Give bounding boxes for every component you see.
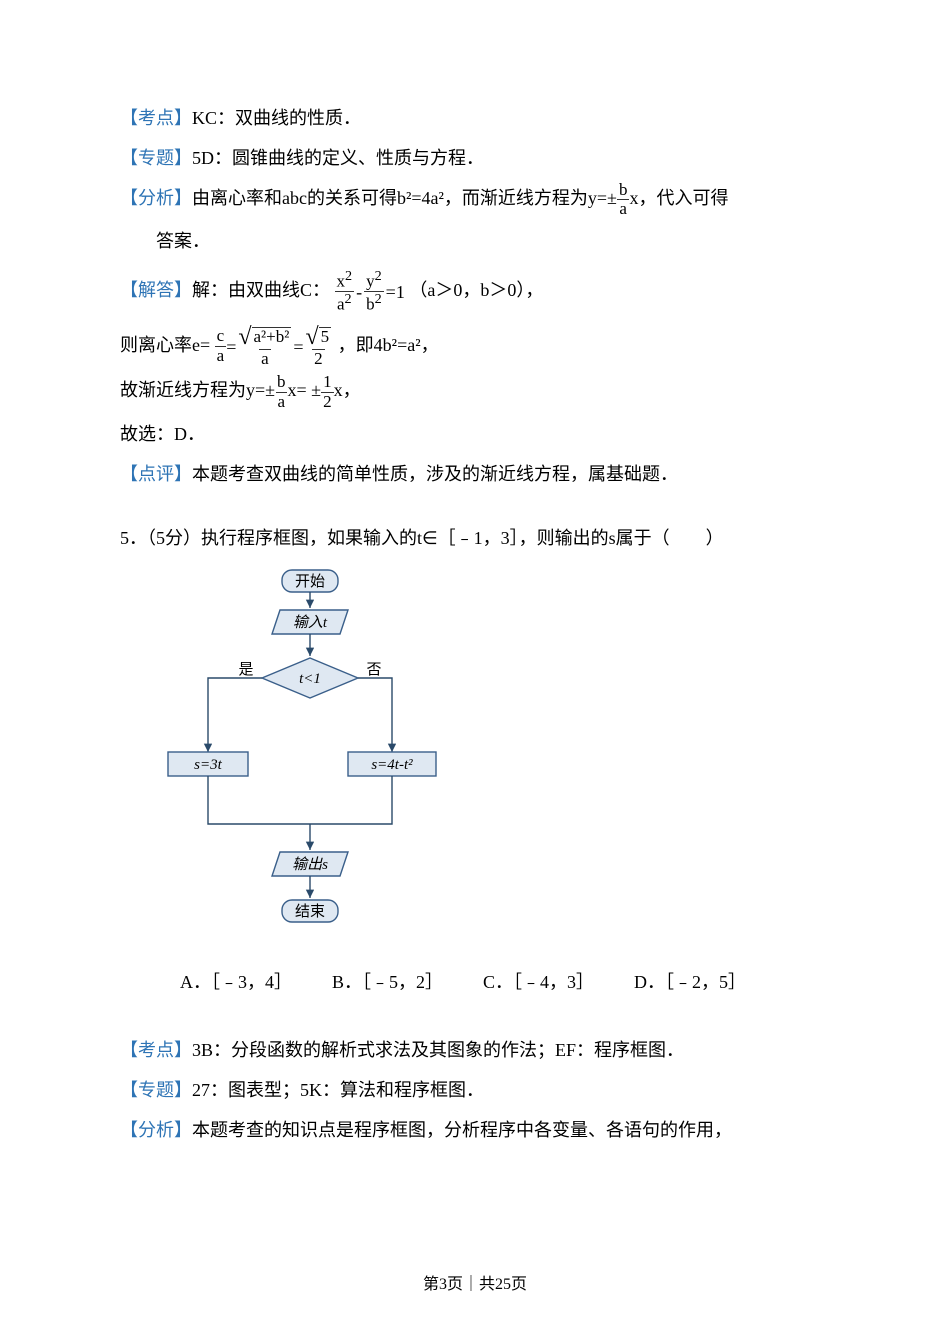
conclusion: 故选：D． xyxy=(120,416,840,452)
option-d: D．［﹣2，5］ xyxy=(634,964,746,1000)
jieda-pre: 解：由双曲线C： xyxy=(192,280,330,300)
dianping-text: 本题考查双曲线的简单性质，涉及的渐近线方程，属基础题． xyxy=(192,464,678,484)
jieda-post: （a＞0，b＞0）， xyxy=(409,280,543,300)
svg-text:输出s: 输出s xyxy=(292,856,328,873)
kaodian-1: 【考点】KC：双曲线的性质． xyxy=(120,100,840,136)
frac-one-half: 12 xyxy=(321,373,334,411)
svg-text:s=4t-t²: s=4t-t² xyxy=(371,757,413,773)
footer-page: 第3页 xyxy=(423,1276,463,1293)
asymptote-line: 故渐近线方程为y=±bax= ±12x， xyxy=(120,372,840,411)
q5-zhuanti-label: 【专题】 xyxy=(120,1080,192,1100)
q5-fenxi-text: 本题考查的知识点是程序框图，分析程序中各变量、各语句的作用， xyxy=(192,1120,732,1140)
fenxi-label: 【分析】 xyxy=(120,188,192,208)
eccentricity-formula: ca = √a²+b²a = √52 xyxy=(215,325,334,369)
fenxi-post: x，代入可得 xyxy=(629,188,728,208)
fenxi-pre: 由离心率和abc的关系可得b²=4a²，而渐近线方程为y=± xyxy=(192,188,617,208)
dianping-label: 【点评】 xyxy=(120,464,192,484)
q5-fenxi: 【分析】本题考查的知识点是程序框图，分析程序中各变量、各语句的作用， xyxy=(120,1112,840,1148)
option-c: C．［﹣4，3］ xyxy=(483,964,594,1000)
page-content: 【考点】KC：双曲线的性质． 【专题】5D：圆锥曲线的定义、性质与方程． 【分析… xyxy=(0,0,950,1212)
q5-kaodian-label: 【考点】 xyxy=(120,1040,192,1060)
zhuanti-1: 【专题】5D：圆锥曲线的定义、性质与方程． xyxy=(120,140,840,176)
kaodian-label: 【考点】 xyxy=(120,108,192,128)
option-a: A．［﹣3，4］ xyxy=(180,964,292,1000)
flowchart-svg: 开始输入t t<1 是 否 s=3t s=4t-t² 输出s 结束 xyxy=(160,564,440,944)
svg-text:结束: 结束 xyxy=(295,903,325,920)
flowchart: 开始输入t t<1 是 否 s=3t s=4t-t² 输出s 结束 xyxy=(120,564,840,956)
hyperbola-eq: x2a2 - y2b2 =1 xyxy=(335,269,405,315)
q5-kaodian: 【考点】3B：分段函数的解析式求法及其图象的作法；EF：程序框图． xyxy=(120,1032,840,1068)
frac-b-over-a: ba xyxy=(617,181,630,219)
svg-text:是: 是 xyxy=(238,662,253,678)
svg-text:s=3t: s=3t xyxy=(194,757,222,773)
options-row: A．［﹣3，4］ B．［﹣5，2］ C．［﹣4，3］ D．［﹣2，5］ xyxy=(120,964,840,1000)
zhuanti-label: 【专题】 xyxy=(120,148,192,168)
frac-b-over-a-2: ba xyxy=(275,373,288,411)
q5-zhuanti-text: 27：图表型；5K：算法和程序框图． xyxy=(192,1080,484,1100)
kaodian-text: KC：双曲线的性质． xyxy=(192,108,361,128)
q5-zhuanti: 【专题】27：图表型；5K：算法和程序框图． xyxy=(120,1072,840,1108)
fenxi-cont: 答案． xyxy=(120,223,840,259)
page-footer: 第3页｜共25页 xyxy=(0,1270,950,1294)
option-b: B．［﹣5，2］ xyxy=(332,964,443,1000)
q5-fenxi-label: 【分析】 xyxy=(120,1120,192,1140)
dianping-1: 【点评】本题考查双曲线的简单性质，涉及的渐近线方程，属基础题． xyxy=(120,456,840,492)
svg-text:输入t: 输入t xyxy=(293,614,328,631)
footer-total: 共25页 xyxy=(479,1276,527,1293)
footer-sep: ｜ xyxy=(463,1276,479,1293)
eccentricity-line: 则离心率e= ca = √a²+b²a = √52 ，即4b²=a²， xyxy=(120,325,840,369)
question-5: 5．（5分）执行程序框图，如果输入的t∈［﹣1，3］，则输出的s属于（ ） xyxy=(120,520,840,556)
zhuanti-text: 5D：圆锥曲线的定义、性质与方程． xyxy=(192,148,484,168)
svg-text:t<1: t<1 xyxy=(299,671,321,687)
svg-text:否: 否 xyxy=(366,662,381,678)
svg-text:开始: 开始 xyxy=(295,573,325,590)
jieda-label: 【解答】 xyxy=(120,280,192,300)
fenxi-1: 【分析】由离心率和abc的关系可得b²=4a²，而渐近线方程为y=±bax，代入… xyxy=(120,180,840,219)
jieda-1: 【解答】解：由双曲线C： x2a2 - y2b2 =1 （a＞0，b＞0）， xyxy=(120,269,840,315)
q5-kaodian-text: 3B：分段函数的解析式求法及其图象的作法；EF：程序框图． xyxy=(192,1040,684,1060)
